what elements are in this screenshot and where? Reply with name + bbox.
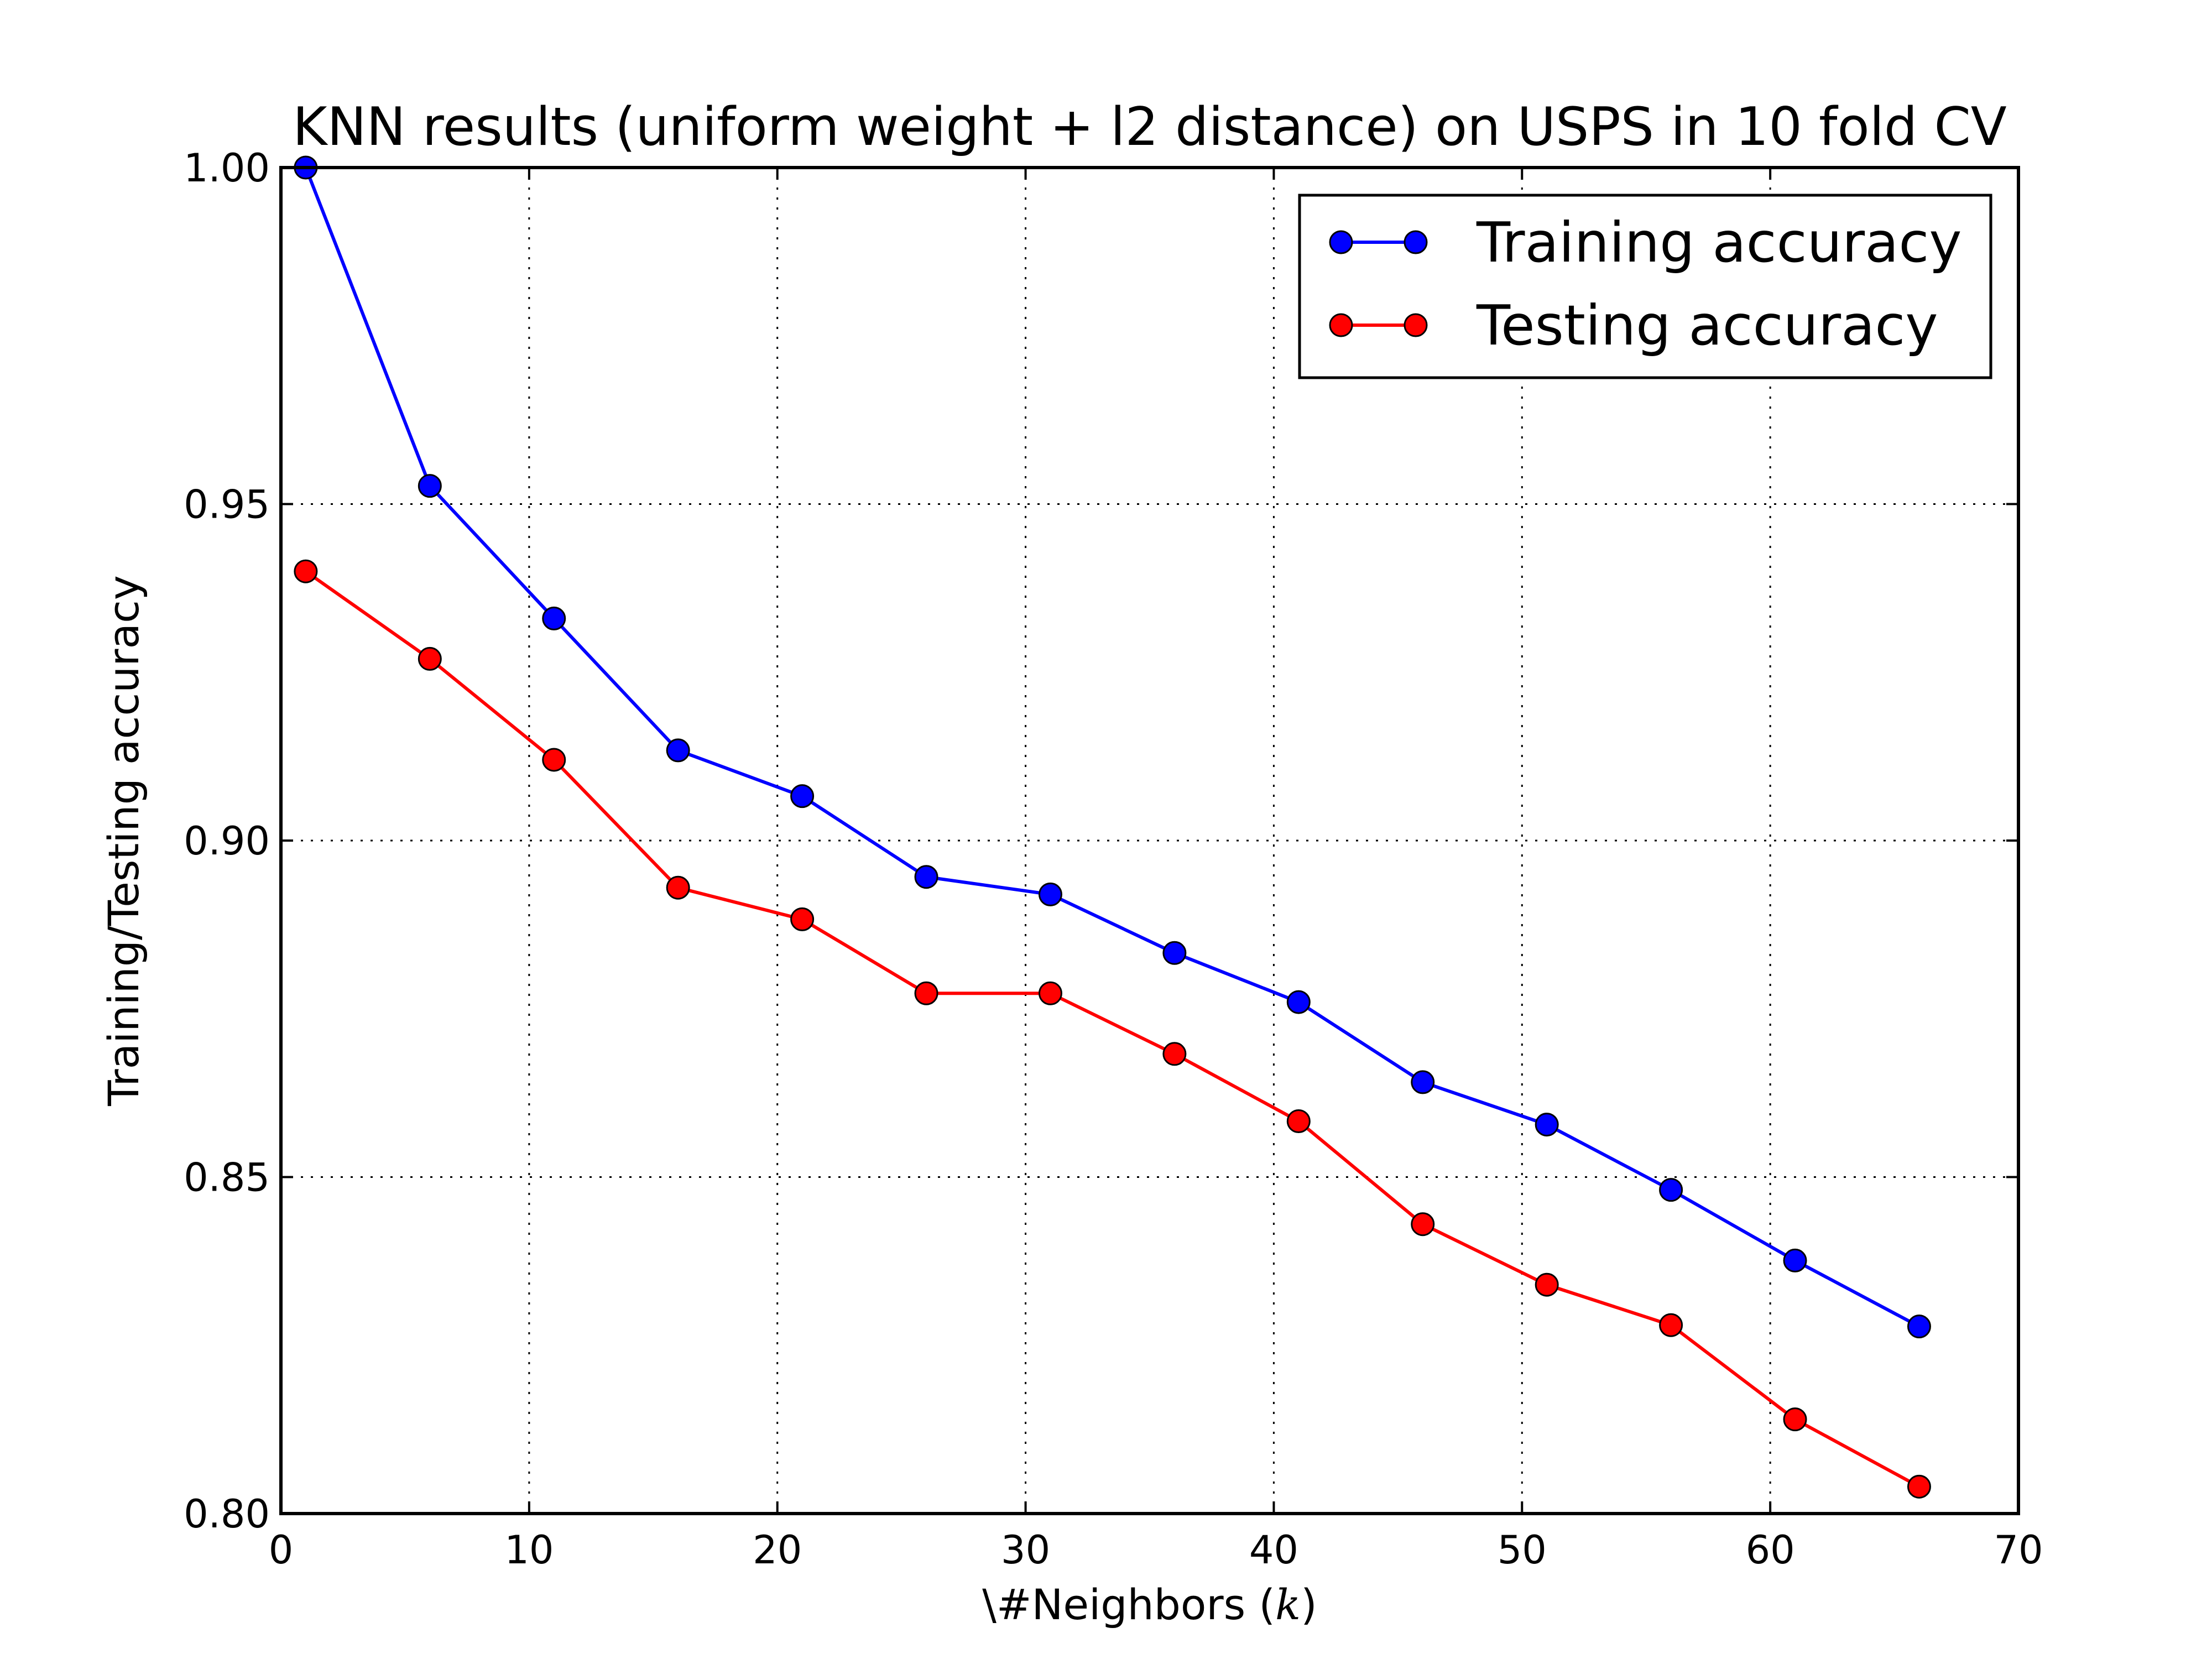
x-axis-title-variable: k (1275, 1580, 1301, 1629)
data-point-training (1038, 882, 1062, 906)
data-point-training (790, 784, 815, 808)
y-axis-title: Training/Testing accuracy (99, 575, 148, 1107)
data-point-training (666, 738, 690, 763)
legend-marker-testing (1329, 313, 1353, 337)
data-point-testing (1411, 1212, 1435, 1237)
data-point-training (1286, 990, 1311, 1014)
data-point-testing (1659, 1313, 1683, 1337)
legend-box (1298, 194, 1992, 379)
series-lines (304, 166, 1920, 1488)
x-tick-label: 70 (1994, 1527, 2043, 1573)
series-markers (294, 155, 1931, 1499)
data-point-testing (542, 748, 566, 772)
x-tick-label: 40 (1249, 1527, 1298, 1573)
series-line-training (304, 166, 1920, 1328)
data-point-training (542, 606, 566, 630)
y-tick-label: 0.90 (184, 818, 270, 864)
legend-marker-testing (1404, 313, 1428, 337)
data-point-testing (1783, 1407, 1807, 1432)
x-tick-label: 30 (1001, 1527, 1050, 1573)
y-tick-label: 0.85 (184, 1155, 270, 1201)
legend-marker-training (1404, 230, 1428, 254)
data-point-testing (294, 559, 318, 583)
series-line-testing (305, 570, 1920, 1488)
data-point-training (1411, 1070, 1435, 1094)
data-point-training (1659, 1178, 1683, 1202)
x-tick-label: 60 (1746, 1527, 1795, 1573)
y-tick-label: 1.00 (184, 145, 270, 191)
data-point-training (1535, 1113, 1559, 1137)
grid (281, 168, 2018, 1514)
x-tick-label: 50 (1498, 1527, 1547, 1573)
data-point-testing (1535, 1272, 1559, 1297)
data-point-training (1162, 941, 1187, 965)
data-point-testing (1286, 1109, 1311, 1133)
x-axis-title-prefix: \#Neighbors ( (982, 1580, 1275, 1629)
data-point-testing (1907, 1474, 1931, 1499)
legend-label-training: Training accuracy (1476, 210, 1962, 275)
data-point-training (1907, 1314, 1931, 1339)
legend-marker-training (1329, 230, 1353, 254)
data-point-testing (1162, 1042, 1187, 1066)
x-tick-label: 0 (269, 1527, 294, 1573)
data-point-training (914, 865, 938, 889)
data-point-testing (418, 646, 442, 671)
x-tick-label: 20 (753, 1527, 802, 1573)
x-axis-title-suffix: ) (1301, 1580, 1317, 1629)
chart-title: KNN results (uniform weight + l2 distanc… (293, 97, 2007, 158)
data-point-testing (914, 981, 938, 1005)
legend-label-testing: Testing accuracy (1476, 293, 1938, 358)
y-tick-label: 0.95 (184, 482, 270, 528)
data-point-testing (1038, 981, 1062, 1005)
x-tick-label: 10 (504, 1527, 554, 1573)
data-point-testing (790, 907, 815, 931)
data-point-testing (666, 875, 690, 900)
y-tick-label: 0.80 (184, 1491, 270, 1537)
x-axis-title: \#Neighbors (k) (982, 1580, 1317, 1629)
axis-ticks: 0 10 20 30 40 50 60 70 0.80 0.85 0.90 0.95 1.00 (184, 145, 2043, 1573)
data-point-training (418, 474, 442, 498)
data-point-training (1783, 1248, 1807, 1272)
legend: Training accuracy Testing accuracy (1298, 194, 1992, 379)
